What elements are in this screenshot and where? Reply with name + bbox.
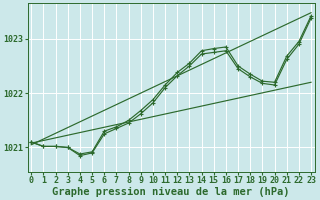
X-axis label: Graphe pression niveau de la mer (hPa): Graphe pression niveau de la mer (hPa) [52,186,290,197]
